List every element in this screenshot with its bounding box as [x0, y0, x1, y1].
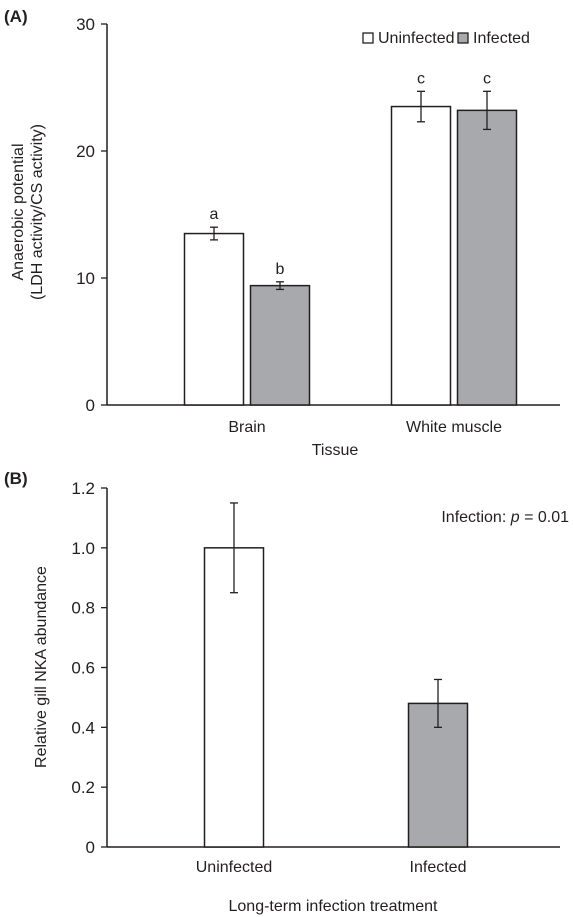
panel-b-label: (B) [4, 469, 28, 488]
panel-b-bar [203, 547, 265, 848]
panel-a-significance-letter: b [276, 261, 285, 278]
panel-b-y-tick-label: 0.2 [71, 778, 95, 797]
panel-a-bar [183, 232, 245, 406]
panel-a-significance-letter: c [483, 70, 491, 87]
panel-a-legend: Uninfected Infected [362, 30, 530, 47]
panel-a-error-bar [483, 90, 491, 131]
panel-b-y-tick-label: 0.6 [71, 659, 95, 678]
panel-a-y-tick-label: 10 [76, 269, 95, 288]
panel-b-y-tick-label: 0.4 [71, 718, 95, 737]
panel-b-x-tick-label: Infected [410, 859, 467, 876]
panel-a-bar [456, 109, 518, 406]
panel-b-annotation-suffix: = 0.01 [520, 509, 569, 526]
panel-b-annotation-prefix: Infection: [441, 509, 510, 526]
panel-a-y-tick-label: 0 [86, 396, 95, 415]
panel-b-error-bar [434, 678, 442, 728]
panel-a-y-axis-label-line: (LDH activity/CS activity) [29, 124, 46, 300]
panel-b-annotation-p: p [510, 509, 520, 526]
panel-a: (A) 0 10 20 30 Anaerobic potential (LDH activi… [4, 7, 560, 459]
panel-b-x-axis-label: Long-term infection treatment [229, 898, 439, 915]
panel-a-x-tick-label: Brain [228, 419, 265, 436]
panel-b-annotation: Infection: p = 0.01 [441, 509, 569, 526]
panel-a-error-bar [417, 90, 425, 123]
panel-a-bar [249, 284, 311, 406]
panel-a-y-axis-label: Anaerobic potential (LDH activity/CS acti… [10, 124, 46, 300]
panel-b-y-tick-label: 0.8 [71, 599, 95, 618]
panel-b-x-tick-label: Uninfected [196, 859, 273, 876]
panel-a-y-tick-label: 20 [76, 142, 95, 161]
panel-a-bar [390, 105, 452, 406]
panel-b-y-tick-label: 1.2 [71, 479, 95, 498]
panel-b: (B) 0 0.2 0.4 0.6 0.8 1.0 1.2 Relative gill NKA … [4, 469, 569, 915]
panel-a-error-bar [276, 281, 284, 291]
panel-a-legend-swatch [362, 32, 374, 44]
panel-a-label: (A) [4, 7, 28, 26]
panel-a-legend-label: Uninfected [378, 30, 455, 47]
panel-a-x-axis-label: Tissue [312, 442, 359, 459]
panel-b-y-axis-label: Relative gill NKA abundance [33, 566, 50, 768]
panel-a-error-bar [210, 226, 218, 241]
panel-a-y-axis-label-line: Anaerobic potential [10, 144, 27, 281]
panel-a-y-tick-label: 30 [76, 15, 95, 34]
panel-a-significance-letter: c [417, 70, 425, 87]
panel-b-y-tick-label: 1.0 [71, 539, 95, 558]
panel-a-legend-label: Infected [473, 30, 530, 47]
panel-a-x-tick-label: White muscle [406, 419, 502, 436]
panel-a-significance-letter: a [210, 206, 219, 223]
panel-b-y-tick-label: 0 [86, 838, 95, 857]
panel-a-legend-swatch [457, 32, 469, 44]
panel-b-error-bar [230, 502, 238, 594]
